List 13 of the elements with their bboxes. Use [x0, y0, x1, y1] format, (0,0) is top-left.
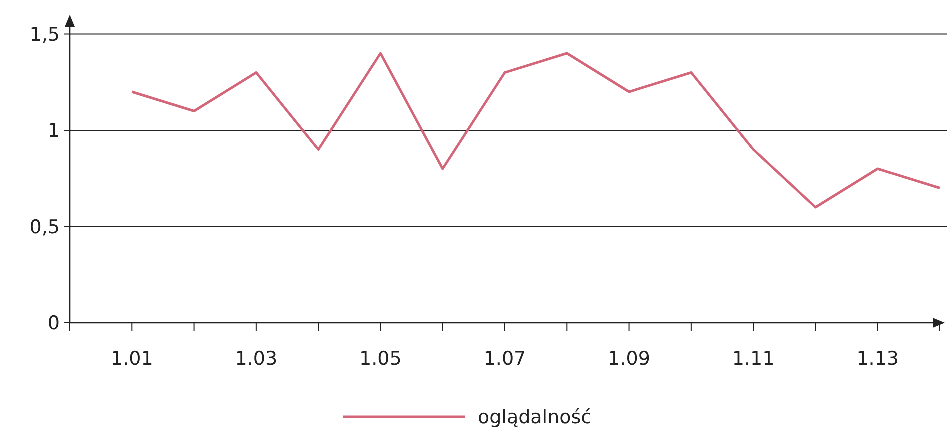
- y-tick-label: 1: [48, 120, 60, 142]
- line-series: [130, 52, 942, 209]
- text: oglądalność: [478, 406, 592, 429]
- x-tick-label: 1.01: [110, 348, 154, 370]
- x-tick-label: 1.13: [856, 348, 900, 370]
- y-tick-label: 1,5: [30, 24, 60, 46]
- x-tick-label: 1.05: [360, 348, 402, 370]
- x-tick-label: 1.03: [235, 348, 278, 370]
- x-tick-label: 1.07: [484, 348, 526, 370]
- x-tick-label: 1.11: [732, 348, 775, 370]
- x-tick-label: 1.09: [608, 348, 650, 370]
- y-tick-label: 0: [48, 312, 60, 335]
- y-tick-label: 0,5: [30, 216, 60, 238]
